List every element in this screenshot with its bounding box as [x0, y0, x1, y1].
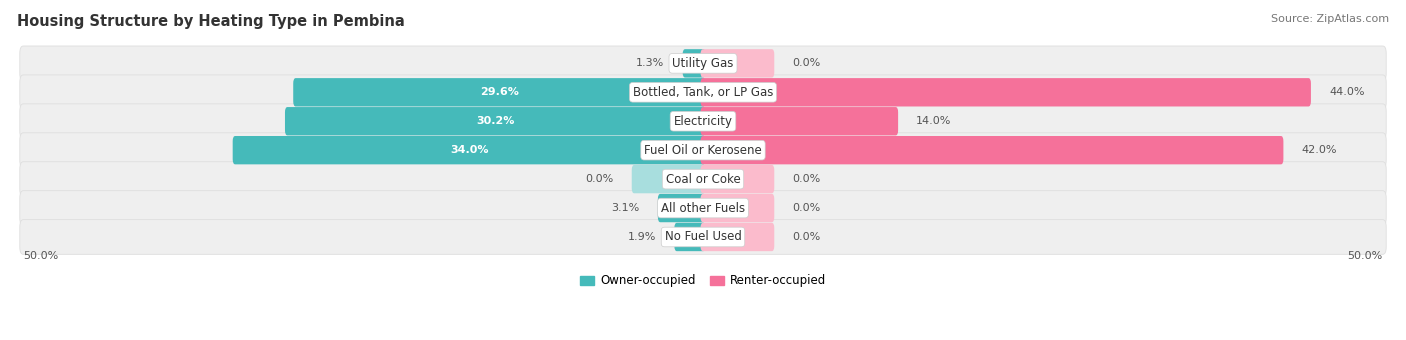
Text: Utility Gas: Utility Gas — [672, 57, 734, 70]
Text: Fuel Oil or Kerosene: Fuel Oil or Kerosene — [644, 144, 762, 157]
FancyBboxPatch shape — [294, 78, 706, 106]
Text: 42.0%: 42.0% — [1302, 145, 1337, 155]
Text: 44.0%: 44.0% — [1329, 87, 1365, 97]
Text: All other Fuels: All other Fuels — [661, 202, 745, 215]
FancyBboxPatch shape — [20, 191, 1386, 225]
Text: 0.0%: 0.0% — [793, 232, 821, 242]
FancyBboxPatch shape — [20, 75, 1386, 110]
Text: Housing Structure by Heating Type in Pembina: Housing Structure by Heating Type in Pem… — [17, 14, 405, 29]
FancyBboxPatch shape — [700, 165, 775, 193]
Text: 14.0%: 14.0% — [917, 116, 952, 126]
Text: 0.0%: 0.0% — [585, 174, 613, 184]
FancyBboxPatch shape — [20, 162, 1386, 197]
Text: 0.0%: 0.0% — [793, 58, 821, 68]
Text: No Fuel Used: No Fuel Used — [665, 231, 741, 243]
Text: 0.0%: 0.0% — [793, 203, 821, 213]
FancyBboxPatch shape — [631, 165, 706, 193]
FancyBboxPatch shape — [700, 49, 775, 78]
Text: 0.0%: 0.0% — [793, 174, 821, 184]
FancyBboxPatch shape — [20, 220, 1386, 254]
FancyBboxPatch shape — [20, 133, 1386, 168]
Text: 30.2%: 30.2% — [477, 116, 515, 126]
FancyBboxPatch shape — [20, 46, 1386, 81]
Text: Coal or Coke: Coal or Coke — [665, 173, 741, 186]
Text: 50.0%: 50.0% — [1347, 252, 1382, 261]
Legend: Owner-occupied, Renter-occupied: Owner-occupied, Renter-occupied — [575, 270, 831, 292]
FancyBboxPatch shape — [700, 194, 775, 222]
Text: Bottled, Tank, or LP Gas: Bottled, Tank, or LP Gas — [633, 86, 773, 99]
Text: 1.9%: 1.9% — [628, 232, 657, 242]
Text: 50.0%: 50.0% — [24, 252, 59, 261]
FancyBboxPatch shape — [700, 136, 1284, 164]
FancyBboxPatch shape — [232, 136, 706, 164]
FancyBboxPatch shape — [285, 107, 706, 135]
FancyBboxPatch shape — [683, 49, 706, 78]
Text: Source: ZipAtlas.com: Source: ZipAtlas.com — [1271, 14, 1389, 23]
Text: 34.0%: 34.0% — [450, 145, 488, 155]
Text: Electricity: Electricity — [673, 115, 733, 128]
FancyBboxPatch shape — [700, 78, 1310, 106]
FancyBboxPatch shape — [700, 107, 898, 135]
FancyBboxPatch shape — [658, 194, 706, 222]
Text: 1.3%: 1.3% — [637, 58, 665, 68]
FancyBboxPatch shape — [700, 223, 775, 251]
FancyBboxPatch shape — [20, 104, 1386, 139]
FancyBboxPatch shape — [675, 223, 706, 251]
Text: 29.6%: 29.6% — [479, 87, 519, 97]
Text: 3.1%: 3.1% — [612, 203, 640, 213]
